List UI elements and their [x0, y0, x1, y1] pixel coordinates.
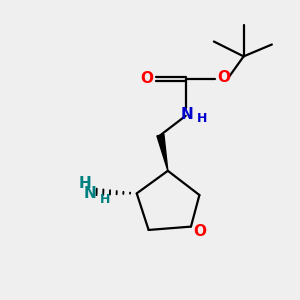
Text: O: O — [193, 224, 206, 238]
Text: H: H — [79, 176, 92, 191]
Text: N: N — [181, 107, 194, 122]
Text: H: H — [100, 193, 110, 206]
Polygon shape — [157, 134, 168, 171]
Text: N: N — [84, 186, 97, 201]
Text: O: O — [217, 70, 230, 85]
Text: O: O — [140, 71, 154, 86]
Text: H: H — [197, 112, 207, 125]
